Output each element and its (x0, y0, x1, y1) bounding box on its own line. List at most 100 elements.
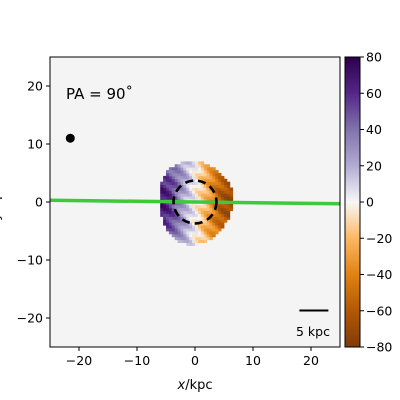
field-cell (180, 170, 184, 174)
field-cell (209, 178, 213, 183)
field-cell (163, 207, 167, 212)
field-cell (215, 190, 219, 194)
field-cell (168, 184, 173, 188)
field-cell (177, 178, 181, 183)
field-cell (209, 216, 213, 220)
field-cell (177, 207, 181, 212)
field-cell (221, 190, 225, 194)
field-cell (195, 216, 199, 220)
colorbar (344, 56, 361, 348)
field-cell (183, 204, 187, 209)
field-cell (189, 173, 193, 177)
field-cell (206, 222, 210, 226)
field-cell (224, 216, 228, 220)
field-cell (224, 184, 228, 188)
field-cell (166, 170, 170, 174)
field-cell (197, 181, 202, 185)
field-cell (200, 167, 205, 171)
field-cell (218, 193, 222, 197)
field-cell (163, 219, 167, 223)
field-cell (166, 219, 170, 223)
field-cell (177, 193, 181, 197)
field-cell (209, 219, 213, 223)
y-axis-ticks: −20 −10 0 10 20 (17, 79, 50, 326)
field-cell (221, 219, 225, 223)
field-cell (226, 207, 231, 212)
field-cell (168, 196, 173, 200)
field-cell (192, 193, 196, 197)
field-cell (195, 228, 199, 232)
field-cell (221, 207, 225, 212)
field-cell (180, 164, 184, 168)
field-cell (192, 175, 196, 180)
field-cell (218, 222, 222, 226)
field-cell (215, 193, 219, 197)
field-cell (206, 173, 210, 177)
field-cell (168, 231, 173, 235)
field-cell (206, 210, 210, 214)
field-cell (218, 181, 222, 185)
field-cell (226, 213, 231, 217)
field-cell (186, 190, 190, 194)
field-cell (192, 222, 196, 226)
y-tick-label: 0 (35, 195, 43, 210)
field-cell (174, 233, 178, 238)
field-cell (163, 178, 167, 183)
field-cell (177, 181, 181, 185)
field-cell (195, 207, 199, 212)
field-cell (168, 207, 173, 212)
field-cell (203, 173, 207, 177)
field-cell (171, 173, 176, 177)
field-cell (180, 222, 184, 226)
field-cell (168, 170, 173, 174)
field-cell (180, 216, 184, 220)
field-cell (180, 178, 184, 183)
field-cell (192, 228, 196, 232)
field-cell (174, 207, 178, 212)
field-cell (206, 170, 210, 174)
field-cell (203, 216, 207, 220)
colorbar-tick-label: −20 (366, 231, 392, 246)
field-cell (183, 216, 187, 220)
x-axis-ticks: −20 −10 0 10 20 (66, 347, 319, 368)
field-cell (195, 178, 199, 183)
field-cell (195, 239, 199, 243)
field-cell (177, 210, 181, 214)
field-cell (168, 213, 173, 217)
field-cell (195, 193, 199, 197)
field-cell (221, 193, 225, 197)
field-cell (229, 207, 234, 212)
colorbar-tick-label: −60 (366, 303, 392, 318)
field-cell (197, 216, 202, 220)
field-cell (192, 233, 196, 238)
field-cell (183, 236, 187, 241)
field-cell (186, 175, 190, 180)
field-cell (215, 228, 219, 232)
field-cell (183, 228, 187, 232)
colorbar-tick-label: −40 (366, 267, 392, 282)
field-cell (215, 219, 219, 223)
field-cell (209, 210, 213, 214)
field-cell (206, 228, 210, 232)
field-cell (183, 184, 187, 188)
field-cell (218, 173, 222, 177)
field-cell (200, 161, 205, 165)
field-cell (171, 219, 176, 223)
field-cell (221, 225, 225, 229)
field-cell (186, 242, 190, 246)
field-cell (174, 170, 178, 174)
field-cell (226, 196, 231, 200)
field-cell (206, 181, 210, 185)
field-cell (189, 193, 193, 197)
field-cell (183, 196, 187, 200)
field-cell (197, 239, 202, 243)
field-cell (163, 181, 167, 185)
field-cell (218, 207, 222, 212)
field-cell (166, 178, 170, 183)
field-cell (218, 210, 222, 214)
field-cell (221, 175, 225, 180)
field-cell (160, 196, 164, 200)
field-cell (177, 175, 181, 180)
field-cell (200, 196, 205, 200)
field-cell (174, 231, 178, 235)
